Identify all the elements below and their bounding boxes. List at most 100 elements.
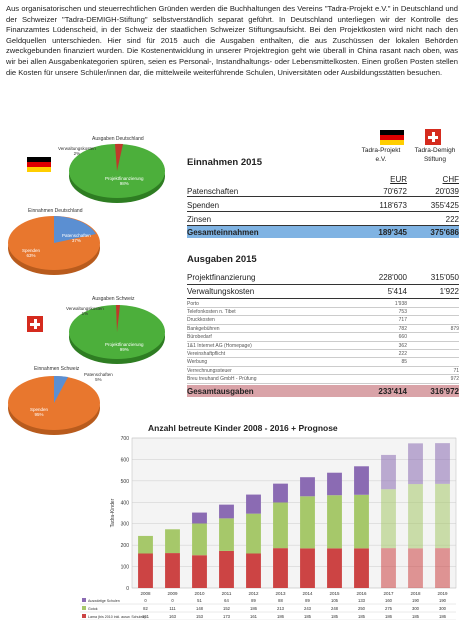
- ausgaben-detail-eur: 717: [398, 317, 407, 324]
- ausgaben-detail-eur: 1'938: [394, 300, 407, 307]
- ausgaben-detail-label: Druckkosten: [187, 317, 215, 324]
- pie-ausgaben-de: [69, 143, 165, 203]
- chart-legend-swatch: [82, 598, 86, 602]
- chart-data-label: 153: [196, 614, 204, 619]
- ausgaben-detail-eur: 782: [398, 325, 407, 332]
- chart-data-label: 0: [144, 598, 147, 603]
- chart-bar-segment: [219, 518, 234, 551]
- ausgaben-total-chf: 316'972: [430, 386, 459, 396]
- ausgaben-detail-label: Vereinshaftpflicht: [187, 350, 226, 357]
- pie-title-ausgaben-de: Ausgaben Deutschland: [92, 136, 144, 142]
- ausgaben-total-row: Gesamtausgaben 233'414 316'972: [187, 385, 459, 397]
- chart-bar-segment: [408, 443, 423, 485]
- chart-data-label: 213: [277, 606, 285, 611]
- chart-bar-segment: [273, 502, 288, 549]
- ausgaben-detail-label: Werbung: [187, 359, 208, 366]
- chart-plot-area: [131, 437, 457, 589]
- einnahmen-total-eur: 189'345: [378, 227, 407, 237]
- chart-bar-segment: [192, 512, 207, 524]
- chart-bar-segment: [138, 553, 153, 588]
- chart-data-label: 186: [439, 614, 447, 619]
- chart-data-label: 190: [439, 598, 447, 603]
- pie-einnahmen-ch: [8, 375, 100, 435]
- chart-data-label: 51: [197, 598, 202, 603]
- chart-bar-segment: [435, 443, 450, 484]
- chart-bar-segment: [381, 454, 396, 490]
- einnahmen-total-row: Gesamteinnahmen 189'345 375'686: [187, 226, 459, 238]
- chart-data-label: 250: [358, 606, 366, 611]
- cur-chf: CHF: [442, 174, 459, 184]
- chart-bar-segment: [354, 548, 369, 588]
- ausgaben-detail-row: Druckkosten 717: [187, 317, 459, 325]
- chart-bar-segment: [435, 483, 450, 549]
- chart-bar-segment: [219, 550, 234, 588]
- chart-x-tick-label: 2016: [356, 591, 367, 596]
- einnahmen-row-label: Spenden: [187, 200, 220, 210]
- chart-data-label: 173: [223, 614, 231, 619]
- org-de-label: Tadra-Projekt e.V.: [361, 147, 401, 163]
- ausgaben-detail-label: Porto: [187, 300, 199, 307]
- chart-bar-segment: [327, 495, 342, 549]
- chart-bar-segment: [138, 535, 153, 554]
- chart-data-label: 148: [196, 606, 204, 611]
- einnahmen-row-chf: 355'425: [430, 200, 459, 210]
- chart-data-label: 105: [331, 598, 339, 603]
- verwaltung-eur: 5'414: [387, 287, 407, 296]
- chart-legend-swatch: [82, 614, 86, 618]
- chart-data-label: 88: [278, 598, 283, 603]
- chart-bar-segment: [165, 529, 180, 554]
- chart-bar-segment: [300, 548, 315, 588]
- ausgaben-detail-label: Bürobedarf: [187, 334, 212, 341]
- chart-data-label: 185: [331, 614, 339, 619]
- ausgaben-detail-eur: 753: [398, 308, 407, 315]
- pie-ausgaben-ch: [69, 304, 165, 364]
- chart-data-label: 300: [439, 606, 447, 611]
- germany-flag-icon: [27, 157, 51, 172]
- einnahmen-currency-row: EUR CHF: [187, 174, 459, 184]
- einnahmen-row-label: Patenschaften: [187, 186, 239, 196]
- chart-y-axis-label: Tadra-Kinder: [110, 498, 116, 527]
- chart-data-label: 0: [171, 598, 174, 603]
- switzerland-flag-icon: [27, 316, 43, 332]
- einnahmen-divider-2: [187, 211, 459, 212]
- verwaltung-chf: 1'922: [439, 287, 459, 296]
- pie-title-einnahmen-ch: Einnahmen Schweiz: [34, 366, 80, 372]
- chart-bar-segment: [219, 504, 234, 519]
- pie-small-label-ausgaben-de: Verwaltungskosten 2%: [58, 146, 96, 156]
- chart-x-tick-label: 2012: [248, 591, 259, 596]
- ausgaben-detail-label: Bankgebühren: [187, 325, 220, 332]
- chart-bar-segment: [354, 494, 369, 549]
- pie-big-label-ausgaben-de: Projektfinanzierung 98%: [105, 176, 144, 186]
- ausgaben-total-eur: 233'414: [378, 386, 407, 396]
- ausgaben-detail-row: Porto 1'938: [187, 300, 459, 308]
- einnahmen-row: Zinsen 222: [187, 214, 459, 224]
- ausgaben-detail-eur: 660: [398, 334, 407, 341]
- chart-data-label: 185: [304, 614, 312, 619]
- chart-bar-segment: [354, 466, 369, 495]
- pie-title-ausgaben-ch: Ausgaben Schweiz: [92, 296, 135, 302]
- chart-x-tick-label: 2011: [222, 591, 232, 596]
- pie-einnahmen-de: [8, 216, 100, 275]
- projekt-chf: 315'050: [430, 273, 459, 282]
- chart-data-label: 186: [250, 606, 258, 611]
- chart-legend-label: Lama (bis 2010 inkl. ausw. Schulen): [88, 615, 146, 619]
- einnahmen-row: Spenden 118'673 355'425: [187, 200, 459, 210]
- ausgaben-detail-row: Bürobedarf 660: [187, 334, 459, 342]
- chart-y-tick-label: 700: [121, 436, 130, 442]
- chart-bar-segment: [327, 472, 342, 496]
- einnahmen-total-label: Gesamteinnahmen: [187, 227, 259, 237]
- einnahmen-total-chf: 375'686: [430, 227, 459, 237]
- ausgaben-detail-row: Werbung 85: [187, 359, 459, 367]
- chart-bar-segment: [300, 496, 315, 549]
- chart-legend-label: Gotok: [88, 607, 98, 611]
- projekt-label: Projektfinanzierung: [187, 273, 256, 282]
- chart-y-tick-label: 200: [121, 543, 130, 549]
- ausgaben-detail-row: Telefonkosten n. Tibet 753: [187, 308, 459, 317]
- ausgaben-detail-row: Bankgebühren 782 879: [187, 325, 459, 334]
- chart-x-tick-label: 2017: [383, 591, 394, 596]
- chart-bar-segment: [381, 489, 396, 549]
- projekt-row: Projektfinanzierung 228'000 315'050: [187, 272, 459, 283]
- chart-bar-segment: [381, 548, 396, 588]
- einnahmen-row: Patenschaften 70'672 20'039: [187, 186, 459, 196]
- kinder-bar-chart: 0 100 200 300 400 500 600 700 Tadra-Kinder 2008 20…: [80, 436, 457, 620]
